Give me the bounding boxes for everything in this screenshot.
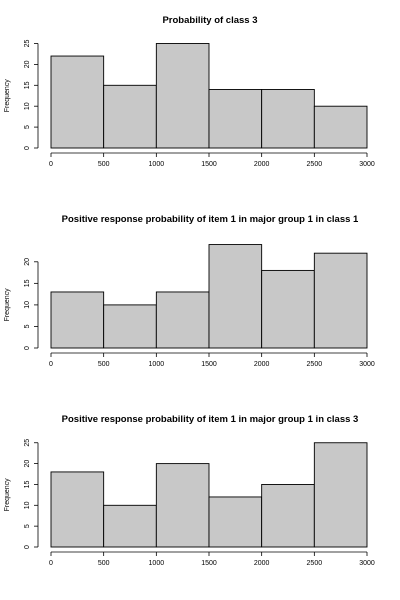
- x-tick-label: 2500: [307, 361, 323, 368]
- x-tick-label: 2000: [254, 361, 270, 368]
- x-tick-label: 1500: [201, 560, 217, 567]
- y-tick-label: 15: [24, 279, 31, 287]
- chart-title: Probability of class 3: [162, 15, 257, 26]
- y-tick-label: 20: [24, 258, 31, 266]
- histogram-panel-class-3: Probability of class 3 0 500 1000 1500 2000 25…: [4, 15, 375, 168]
- y-tick-label: 20: [24, 460, 31, 468]
- x-tick-label: 2000: [254, 560, 270, 567]
- x-tick-label: 3000: [359, 361, 375, 368]
- x-tick-label: 1000: [149, 161, 165, 168]
- x-tick-label: 3000: [359, 161, 375, 168]
- x-tick-label: 500: [98, 361, 110, 368]
- chart-title: Positive response probability of item 1 …: [62, 214, 359, 225]
- histogram-bar: [103, 504, 157, 548]
- histogram-bar: [208, 89, 263, 149]
- histogram-bar: [155, 43, 210, 149]
- x-tick-label: 500: [98, 161, 110, 168]
- x-tick-label: 2500: [307, 161, 323, 168]
- histogram-bar: [50, 55, 105, 149]
- y-tick-label: 5: [24, 524, 31, 528]
- y-tick-label: 5: [24, 125, 31, 129]
- x-tick-label: 1500: [201, 361, 217, 368]
- x-tick-label: 1000: [149, 361, 165, 368]
- y-tick-label: 25: [24, 439, 31, 447]
- histogram-bar: [50, 291, 105, 349]
- y-tick-label: 15: [24, 81, 31, 89]
- y-tick-label: 10: [24, 301, 31, 309]
- y-axis-label: Frequency: [4, 288, 11, 322]
- histogram-bar: [208, 496, 263, 548]
- histogram-bar: [50, 471, 105, 548]
- histogram-panel-item1-group1-class3: Positive response probability of item 1 …: [4, 414, 375, 567]
- x-tick-label: 0: [49, 560, 53, 567]
- y-tick-label: 0: [24, 346, 31, 350]
- x-tick-label: 0: [49, 161, 53, 168]
- y-tick-label: 20: [24, 60, 31, 68]
- y-tick-label: 15: [24, 480, 31, 488]
- x-tick-label: 1000: [149, 560, 165, 567]
- histogram-bar: [313, 105, 368, 149]
- x-tick-label: 3000: [359, 560, 375, 567]
- x-tick-label: 0: [49, 361, 53, 368]
- histogram-bar: [313, 442, 368, 548]
- x-tick-label: 2000: [254, 161, 270, 168]
- histogram-panel-item1-group1-class1: Positive response probability of item 1 …: [4, 214, 375, 368]
- chart-title: Positive response probability of item 1 …: [62, 414, 359, 425]
- y-tick-label: 0: [24, 146, 31, 150]
- histogram-bar: [261, 89, 315, 149]
- histogram-bar: [103, 84, 157, 149]
- x-tick-label: 1500: [201, 161, 217, 168]
- y-tick-label: 25: [24, 40, 31, 48]
- y-tick-label: 10: [24, 501, 31, 509]
- histogram-bar: [155, 291, 210, 349]
- x-tick-label: 500: [98, 560, 110, 567]
- y-axis-label: Frequency: [4, 478, 11, 512]
- histogram-bar: [103, 304, 157, 349]
- histogram-bar: [313, 252, 368, 349]
- histogram-bar: [261, 484, 315, 548]
- y-axis-label: Frequency: [4, 79, 11, 113]
- y-tick-label: 10: [24, 102, 31, 110]
- y-tick-label: 0: [24, 545, 31, 549]
- histogram-bar: [155, 463, 210, 548]
- y-tick-label: 5: [24, 324, 31, 328]
- histogram-bar: [208, 244, 263, 349]
- x-tick-label: 2500: [307, 560, 323, 567]
- histogram-bar: [261, 269, 315, 349]
